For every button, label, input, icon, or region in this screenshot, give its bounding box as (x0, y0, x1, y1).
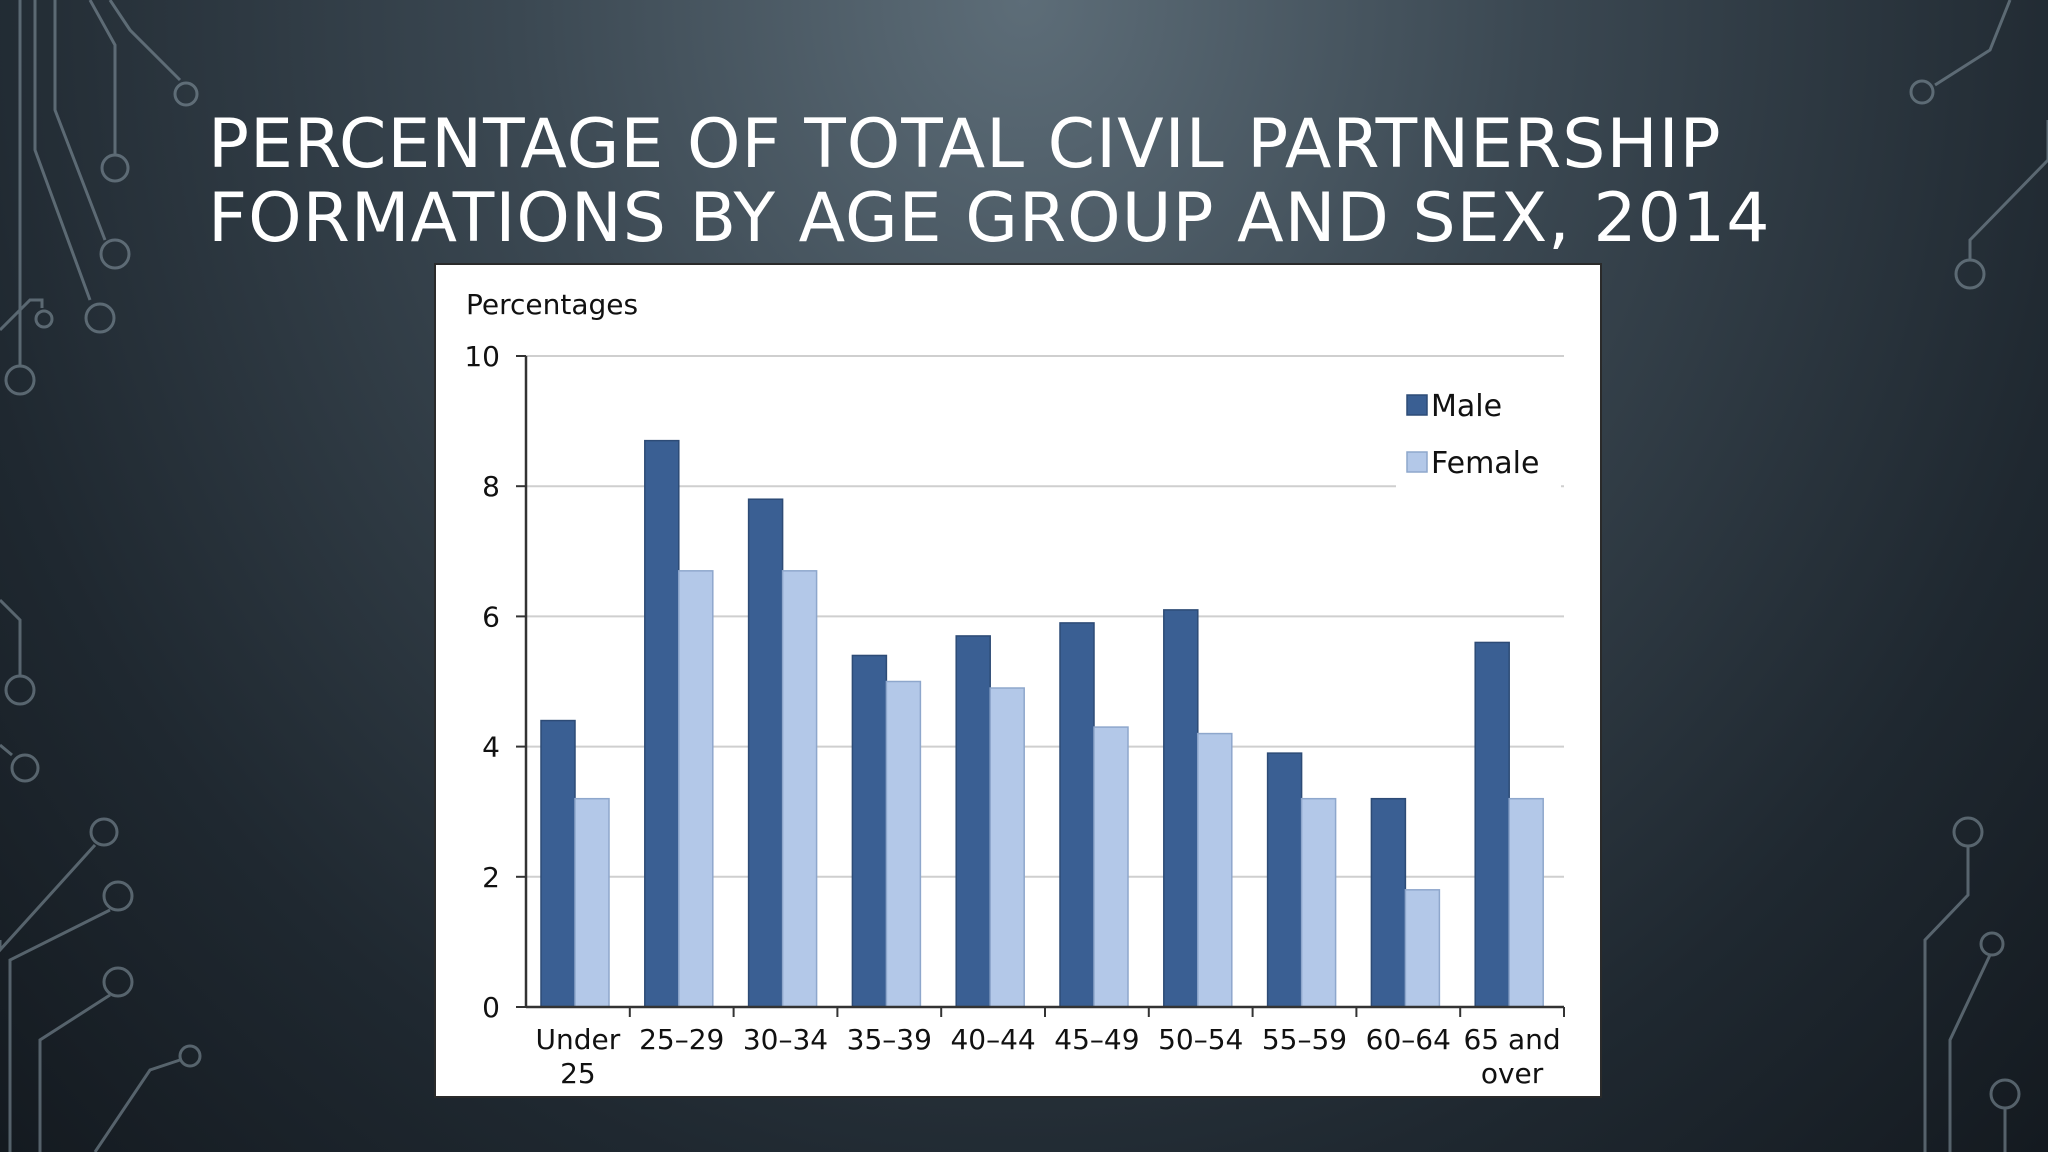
axes (516, 355, 1565, 1017)
bar-female (1508, 797, 1544, 1008)
x-tick-label: 25 (560, 1057, 596, 1090)
bar-male (1163, 609, 1199, 1008)
bar-female (1093, 726, 1129, 1008)
y-tick-label: 0 (482, 991, 500, 1024)
bar-female (678, 570, 714, 1008)
bar-male (1266, 752, 1303, 1008)
bar-male (851, 654, 888, 1008)
x-tick-label: 55–59 (1262, 1023, 1347, 1056)
x-tick-label: 60–64 (1366, 1023, 1451, 1056)
bar-female (574, 797, 610, 1008)
bar-male (644, 439, 680, 1008)
x-tick-label: 40–44 (950, 1023, 1035, 1056)
bar-male (1474, 641, 1510, 1008)
y-tick-label: 6 (482, 600, 500, 633)
legend: Male Female (1396, 375, 1561, 495)
y-tick-label: 8 (482, 470, 500, 503)
legend-swatch-male (1406, 394, 1428, 416)
x-tick-label: over (1481, 1057, 1544, 1090)
slide-title: PERCENTAGE OF TOTAL CIVIL PARTNERSHIP FO… (208, 108, 1968, 256)
bar-female (1404, 889, 1441, 1008)
bars (540, 439, 1544, 1008)
bar-male (1059, 622, 1095, 1008)
x-tick-label: 30–34 (743, 1023, 828, 1056)
bar-female (989, 687, 1025, 1008)
chart-panel: 0 2 4 6 8 10 Under 25 25–29 30–34 35–39 40–44 45–49 5… (434, 263, 1602, 1098)
slide-title-line-1: PERCENTAGE OF TOTAL CIVIL PARTNERSHIP (208, 105, 1722, 184)
legend-label-female: Female (1431, 446, 1539, 481)
bar-female (1300, 797, 1337, 1008)
y-tick-label: 4 (482, 731, 500, 764)
slide-title-line-2: FORMATIONS BY AGE GROUP AND SEX, 2014 (208, 179, 1771, 258)
y-axis-title: Percentages (466, 288, 638, 321)
x-tick-label: 50–54 (1158, 1023, 1243, 1056)
bar-male (1370, 797, 1407, 1008)
bar-male (540, 719, 576, 1008)
x-tick-label: Under (536, 1023, 621, 1056)
y-tick-label: 2 (482, 861, 500, 894)
x-tick-label: 25–29 (639, 1023, 724, 1056)
bar-male (747, 498, 784, 1008)
x-tick-label: 35–39 (847, 1023, 932, 1056)
bar-female (781, 570, 818, 1008)
legend-swatch-female (1406, 451, 1428, 473)
x-tick-label: 65 and (1463, 1023, 1560, 1056)
bar-male (955, 635, 991, 1008)
legend-label-male: Male (1431, 389, 1502, 424)
bar-female (885, 680, 922, 1008)
y-tick-label: 10 (464, 340, 500, 373)
bar-female (1197, 732, 1233, 1008)
x-tick-label: 45–49 (1054, 1023, 1139, 1056)
